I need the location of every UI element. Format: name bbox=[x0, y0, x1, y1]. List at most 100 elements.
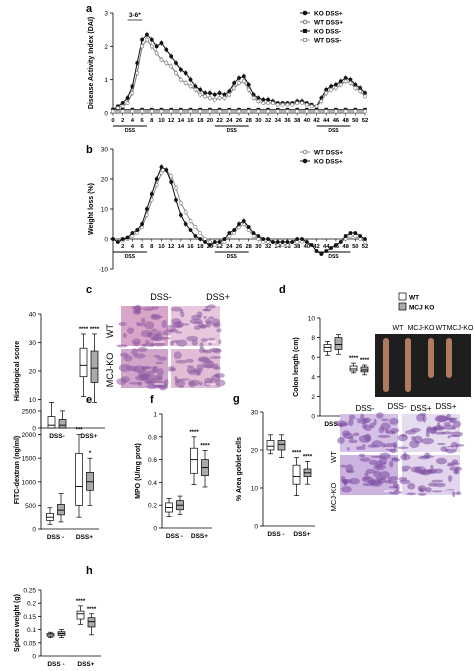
data-point bbox=[266, 101, 270, 105]
annotation-text: 3-6* bbox=[129, 12, 141, 19]
data-point bbox=[241, 74, 246, 79]
data-point bbox=[334, 109, 338, 114]
x-tick-label: 52 bbox=[362, 118, 368, 124]
y-tick-label: 30 bbox=[29, 340, 37, 347]
data-point bbox=[314, 249, 319, 253]
tissue-blob bbox=[345, 469, 355, 474]
y-tick-label: 0 bbox=[254, 524, 258, 531]
data-point bbox=[358, 89, 363, 94]
tissue-blob bbox=[141, 317, 146, 324]
y-tick-label: 0 bbox=[104, 237, 108, 244]
data-point bbox=[174, 186, 178, 190]
data-point bbox=[266, 237, 270, 241]
x-tick-label: 26 bbox=[236, 118, 243, 124]
tissue-blob bbox=[425, 430, 430, 438]
tissue-blob bbox=[210, 318, 221, 327]
box bbox=[277, 440, 286, 451]
tissue-blob bbox=[145, 339, 150, 345]
data-point bbox=[130, 91, 135, 95]
tissue-blob bbox=[401, 465, 412, 470]
tissue-blob bbox=[409, 440, 420, 449]
tissue-blob bbox=[348, 414, 356, 420]
data-point bbox=[334, 243, 338, 247]
tissue-blob bbox=[116, 344, 128, 348]
data-point bbox=[208, 109, 212, 114]
colon-tissue bbox=[428, 338, 434, 378]
x-tick-label: 0 bbox=[111, 118, 114, 124]
tissue-blob bbox=[135, 307, 143, 311]
tissue-blob bbox=[404, 429, 417, 435]
significance-mark: **** bbox=[87, 607, 97, 613]
tissue-blob bbox=[397, 446, 409, 449]
y-axis-title: Weight loss (%) bbox=[88, 183, 95, 235]
significance-mark: **** bbox=[292, 451, 302, 457]
data-point bbox=[353, 86, 358, 90]
y-tick-label: 20 bbox=[29, 369, 37, 376]
dss-label: DSS bbox=[125, 254, 136, 260]
data-point bbox=[145, 207, 149, 211]
y-tick-label: 40 bbox=[29, 312, 37, 319]
tissue-blob bbox=[368, 459, 378, 465]
tissue-blob bbox=[172, 339, 180, 344]
colon-label: WT bbox=[393, 325, 405, 332]
data-point bbox=[237, 76, 241, 80]
tissue-blob bbox=[214, 363, 219, 369]
x-tick-label: 44 bbox=[323, 118, 330, 124]
data-point bbox=[251, 96, 256, 100]
data-point bbox=[169, 54, 174, 59]
x-tick-label: 14 bbox=[178, 118, 185, 124]
data-point bbox=[120, 109, 125, 114]
legend-marker bbox=[302, 19, 308, 25]
legend-marker bbox=[303, 38, 307, 42]
x-tick-label: 16 bbox=[187, 118, 194, 124]
x-tick-label: DSS - bbox=[166, 533, 183, 540]
y-tick-label: 0 bbox=[311, 414, 315, 421]
tissue-blob bbox=[175, 359, 187, 364]
x-tick-label: 20 bbox=[207, 244, 213, 250]
x-tick-label: 30 bbox=[255, 118, 261, 124]
tissue-blob bbox=[418, 492, 427, 496]
data-point bbox=[140, 37, 144, 42]
tissue-blob bbox=[346, 447, 350, 451]
data-point bbox=[237, 81, 241, 85]
y-axis-title: Colon length (cm) bbox=[293, 337, 300, 397]
significance-mark: *** bbox=[75, 428, 83, 434]
data-point bbox=[140, 109, 144, 114]
tissue-blob bbox=[373, 418, 377, 426]
x-tick-label: 46 bbox=[333, 244, 340, 250]
tissue-blob bbox=[150, 328, 158, 333]
data-point bbox=[285, 240, 290, 244]
x-tick-label: DSS+ bbox=[293, 531, 310, 538]
box bbox=[75, 453, 83, 506]
tissue-blob bbox=[362, 417, 372, 423]
colon-group-label: DSS- bbox=[387, 402, 406, 411]
histology-row-label: MCJ-KO bbox=[105, 353, 115, 388]
panel-letter-a: a bbox=[86, 3, 93, 15]
box bbox=[87, 617, 96, 628]
data-point bbox=[343, 109, 348, 114]
series-wt-dss- bbox=[111, 109, 367, 114]
data-point bbox=[120, 101, 125, 105]
data-point bbox=[125, 101, 130, 105]
data-point bbox=[193, 234, 198, 238]
data-point bbox=[217, 96, 222, 100]
data-point bbox=[178, 213, 183, 217]
data-point bbox=[256, 99, 261, 104]
data-point bbox=[304, 240, 309, 244]
y-tick-label: 0.2 bbox=[27, 601, 36, 608]
tissue-blob bbox=[348, 418, 354, 427]
goblet-wt-dss-minus bbox=[334, 412, 400, 454]
data-point bbox=[324, 249, 329, 253]
data-point bbox=[159, 109, 164, 114]
tissue-blob bbox=[144, 321, 155, 330]
tissue-blob bbox=[419, 488, 425, 493]
tissue-blob bbox=[379, 452, 391, 460]
legend-text: WT DSS+ bbox=[314, 150, 343, 157]
y-axis-title: % Area goblet cells bbox=[236, 437, 243, 501]
x-tick-label: 18 bbox=[197, 244, 204, 250]
tissue-blob bbox=[378, 426, 385, 434]
panel-letter-f: f bbox=[150, 394, 154, 406]
tissue-blob bbox=[199, 347, 206, 354]
data-point bbox=[329, 87, 333, 92]
tissue-blob bbox=[420, 469, 432, 476]
